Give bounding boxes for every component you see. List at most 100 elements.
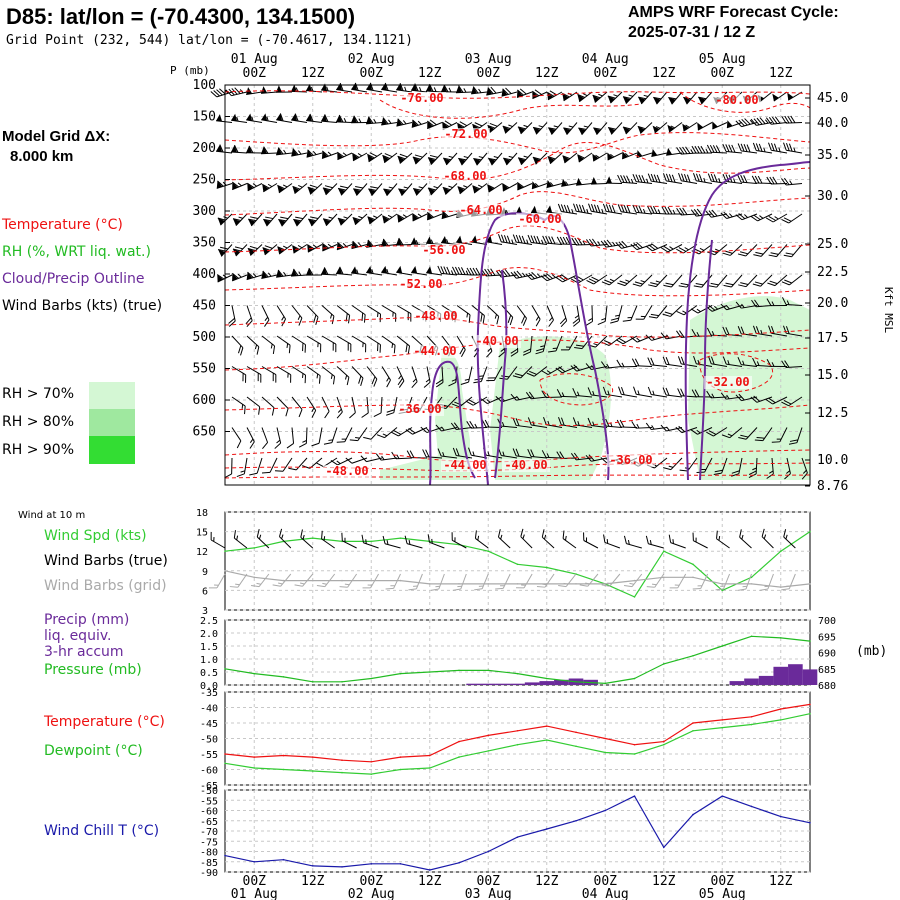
- height-tick-label: 35.0: [817, 148, 848, 163]
- wind-barb: [663, 457, 683, 471]
- dewpoint-line-point: [545, 739, 548, 741]
- wind-barb: [652, 122, 668, 134]
- wind-barb: [616, 359, 638, 368]
- wind-barb: [261, 427, 269, 450]
- wind-barb: [486, 366, 503, 382]
- wind-speed-line-point: [545, 566, 548, 569]
- wind-barb: [678, 172, 698, 184]
- wind-barb: [208, 573, 226, 589]
- windchill-tick-label: -90: [200, 868, 218, 879]
- forecast-cycle-label: AMPS WRF Forecast Cycle:: [628, 4, 839, 21]
- wind-barb: [277, 183, 293, 194]
- wind-barb: [276, 113, 293, 123]
- temp-contour: [539, 373, 613, 406]
- grid-barb-line-point: [516, 583, 519, 585]
- wind-barb: [427, 152, 443, 165]
- wind-barb: [766, 457, 774, 479]
- windchill-line-point: [253, 860, 256, 863]
- wind-barb: [381, 366, 391, 388]
- wind-barb: [396, 335, 411, 354]
- wind-barb: [766, 298, 788, 307]
- grid-barb-line-point: [721, 583, 724, 585]
- dewpoint-series-label: Dewpoint (°C): [44, 743, 143, 759]
- temperature-line-point: [779, 708, 782, 710]
- wind-speed-line-point: [487, 550, 490, 552]
- wind-barb: [473, 152, 488, 166]
- wind-barb: [488, 152, 503, 166]
- wind-barb: [336, 151, 353, 161]
- wind-speed-line-point: [311, 537, 314, 539]
- wind-barb: [231, 144, 248, 154]
- pressure-tick-label: 695: [818, 632, 836, 643]
- dewpoint-line-point: [721, 726, 724, 729]
- wind-barb: [615, 335, 638, 345]
- wind-barb: [246, 366, 262, 383]
- time-date-label: 05 Aug: [699, 52, 746, 67]
- wind-barb: [647, 173, 668, 184]
- wind-speed-line-point: [399, 537, 402, 539]
- wind-barb: [460, 366, 473, 385]
- wind-barb: [426, 211, 443, 221]
- wind-barb: [361, 396, 369, 418]
- time-date-label: 01 Aug: [231, 887, 278, 900]
- wind-barb: [623, 535, 642, 549]
- precip-tick-label: 1.0: [200, 655, 218, 666]
- wind-barb: [350, 115, 368, 124]
- wind-barb: [231, 396, 246, 415]
- wind-barb: [261, 396, 275, 416]
- wind-barb: [765, 116, 788, 125]
- temperature-contour-label: -48.00: [414, 309, 457, 323]
- wind-barb: [510, 393, 533, 401]
- wind-barb: [404, 535, 423, 549]
- wind-barb: [706, 144, 728, 154]
- height-tick-label: 22.5: [817, 265, 848, 280]
- height-tick-label: 30.0: [817, 189, 848, 204]
- time-axis-top: 00Z 12Z 00Z 12Z 00Z 12Z 00Z 12Z 00Z 12Z 01 Aug 02 A…: [231, 52, 793, 81]
- temp-contour: [699, 353, 773, 393]
- wind-barb: [678, 274, 698, 288]
- wind-barb: [466, 420, 488, 429]
- wind-barb: [216, 274, 233, 283]
- time-hour-label: 00Z: [594, 874, 618, 889]
- legend-rh70-label: RH > 70%: [2, 386, 75, 402]
- wind-barb: [261, 270, 278, 279]
- time-hour-label: 00Z: [360, 66, 384, 81]
- wind-barb: [411, 366, 418, 389]
- wind-barb: [472, 183, 488, 194]
- pressure-unit-label: (mb): [856, 644, 887, 659]
- wind-barb: [562, 530, 577, 549]
- wind-barb: [413, 183, 428, 196]
- wind-barb: [557, 203, 578, 215]
- precip-bar: [495, 683, 511, 685]
- wind-barb: [382, 152, 398, 164]
- wind-barb: [752, 274, 773, 287]
- temp-contour: [379, 99, 641, 119]
- wind-barb: [570, 274, 593, 284]
- temperature-line-point: [604, 737, 607, 740]
- precip-bar: [802, 669, 818, 685]
- wind-barb: [572, 417, 593, 428]
- windchill-line-point: [428, 869, 431, 871]
- wind-barb: [593, 122, 608, 135]
- wind-barb: [669, 573, 687, 589]
- wind-barb: [753, 244, 773, 257]
- wind-barb: [525, 391, 548, 400]
- wind-barb: [708, 356, 728, 367]
- wind-barb: [783, 529, 796, 549]
- dewpoint-line-point: [633, 753, 636, 755]
- wind-barb: [426, 83, 443, 93]
- wind-barb: [571, 237, 593, 246]
- pressure-line-point: [545, 677, 548, 680]
- height-tick-label: 20.0: [817, 296, 848, 311]
- height-tick-label: 8.76: [817, 479, 848, 494]
- precip-bar: [539, 681, 555, 685]
- legend-wind-barbs: Wind Barbs (kts) (true): [2, 298, 163, 314]
- pressure-line-point: [282, 676, 285, 678]
- wind-barb: [457, 183, 473, 195]
- wind-barb: [398, 183, 413, 196]
- wind-barb: [512, 366, 533, 379]
- time-hour-label: 00Z: [477, 66, 501, 81]
- grid-barb-line-point: [428, 583, 431, 585]
- wind-barb: [256, 529, 270, 549]
- windchill-tick-label: -55: [200, 796, 218, 807]
